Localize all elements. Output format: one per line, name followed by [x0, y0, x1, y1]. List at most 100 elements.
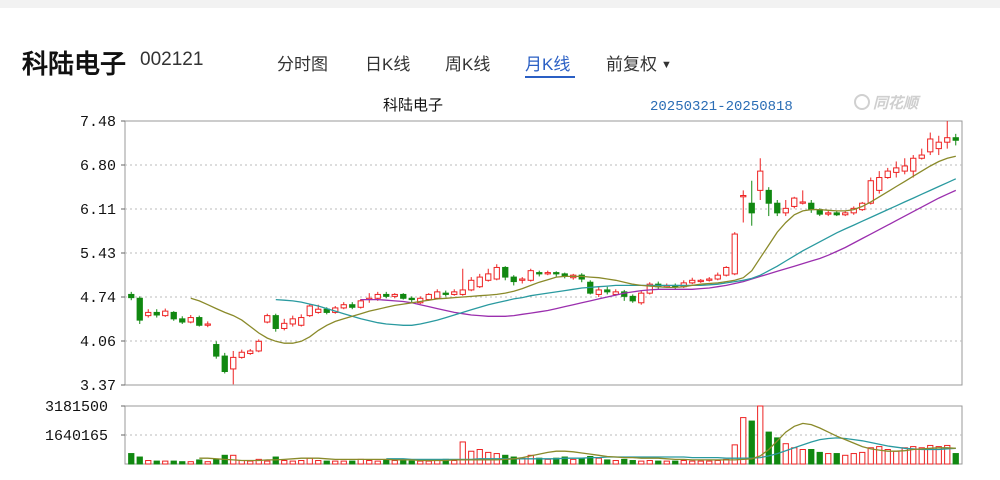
tab-timeshare[interactable]: 分时图 — [277, 55, 328, 74]
candle-down — [221, 355, 228, 373]
price-tick-label: 5.43 — [80, 246, 116, 263]
candle-up — [145, 311, 152, 317]
candle-up — [434, 291, 441, 299]
candle-down — [196, 317, 203, 326]
ma-line-short — [190, 155, 956, 344]
volume-bar-down — [213, 458, 220, 465]
volume-bar-up — [842, 454, 849, 465]
volume-bar-up — [289, 460, 296, 465]
volume-bar-up — [859, 451, 866, 465]
volume-bar-down — [808, 449, 815, 465]
volume-ma-line-long — [386, 437, 956, 461]
volume-bar-up — [340, 460, 347, 465]
volume-bar-up — [944, 444, 951, 465]
candle-down — [765, 189, 772, 204]
volume-bar-up — [247, 460, 254, 465]
candle-down — [553, 272, 560, 275]
candle-down — [833, 212, 840, 216]
volume-bar-up — [391, 460, 398, 465]
candle-down — [748, 202, 755, 214]
candle-up — [757, 170, 764, 191]
volume-bar-down — [561, 456, 568, 465]
volume-bar-down — [196, 459, 203, 465]
candle-up — [298, 317, 305, 326]
candle-up — [893, 167, 900, 173]
candle-up — [264, 315, 271, 323]
candle-down — [510, 276, 517, 283]
candle-up — [731, 233, 738, 275]
volume-bar-down — [383, 460, 390, 465]
candle-up — [425, 293, 432, 301]
volume-bar-up — [706, 460, 713, 465]
adjust-dropdown-label: 前复权 — [606, 55, 657, 74]
candle-up — [289, 318, 296, 325]
stock-code: 002121 — [140, 49, 204, 70]
candle-up — [357, 300, 364, 308]
volume-bar-down — [672, 460, 679, 465]
volume-ma-line-short — [199, 422, 956, 462]
volume-bar-up — [680, 460, 687, 465]
volume-bar-up — [255, 458, 262, 465]
volume-bar-up — [663, 460, 670, 465]
volume-bar-up — [468, 450, 475, 465]
volume-bar-up — [451, 460, 458, 465]
adjust-dropdown[interactable]: 前复权 ▼ — [606, 50, 672, 75]
volume-bar-up — [791, 447, 798, 465]
price-tick-label: 4.74 — [80, 290, 116, 307]
volume-bar-up — [850, 453, 857, 465]
candle-down — [604, 289, 611, 293]
volume-bar-up — [799, 449, 806, 465]
volume-bar-up — [476, 449, 483, 465]
tab-weekly-k[interactable]: 周K线 — [445, 55, 491, 74]
volume-bar-up — [876, 446, 883, 465]
candle-up — [519, 278, 526, 281]
volume-bar-down — [408, 460, 415, 465]
candle-down — [153, 311, 160, 316]
candle-up — [782, 207, 789, 214]
candle-up — [459, 289, 466, 295]
volume-bar-down — [774, 437, 781, 465]
volume-bar-up — [697, 460, 704, 465]
active-tab-underline — [525, 76, 575, 78]
volume-bar-up — [884, 449, 891, 465]
volume-bar-up — [332, 460, 339, 465]
candle-down — [170, 311, 177, 320]
candle-down — [442, 292, 449, 295]
volume-bar-up — [935, 446, 942, 465]
volume-bar-up — [315, 460, 322, 465]
volume-bar-up — [918, 447, 925, 465]
candle-up — [689, 279, 696, 284]
volume-bar-up — [595, 457, 602, 465]
candle-up — [918, 154, 925, 159]
volume-bar-up — [425, 460, 432, 465]
volume-bar-up — [162, 460, 169, 465]
volume-bar-up — [544, 458, 551, 465]
candle-up — [935, 141, 942, 150]
volume-bar-down — [128, 453, 135, 465]
volume-bar-down — [952, 453, 959, 465]
candle-up — [944, 137, 951, 143]
volume-bar-up — [910, 446, 917, 465]
candle-up — [842, 212, 849, 216]
candle-up — [612, 291, 619, 295]
candle-down — [179, 318, 186, 323]
candle-up — [468, 279, 475, 291]
candle-up — [791, 197, 798, 207]
candle-up — [544, 272, 551, 275]
price-tick-label: 6.80 — [80, 158, 116, 175]
tab-daily-k[interactable]: 日K线 — [365, 55, 411, 74]
candle-up — [595, 289, 602, 295]
volume-bar-up — [204, 461, 211, 465]
ma-line-mid — [275, 178, 957, 326]
candle-up — [799, 201, 806, 204]
stock-name: 科陆电子 — [22, 49, 127, 79]
candle-down — [213, 344, 220, 357]
candle-down — [502, 266, 509, 278]
candle-up — [476, 276, 483, 288]
price-tick-label: 4.06 — [80, 334, 116, 351]
tab-monthly-k[interactable]: 月K线 — [525, 55, 571, 74]
volume-bar-up — [825, 453, 832, 465]
candle-up — [238, 351, 245, 358]
volume-bar-down — [655, 460, 662, 465]
candle-down — [349, 304, 356, 308]
